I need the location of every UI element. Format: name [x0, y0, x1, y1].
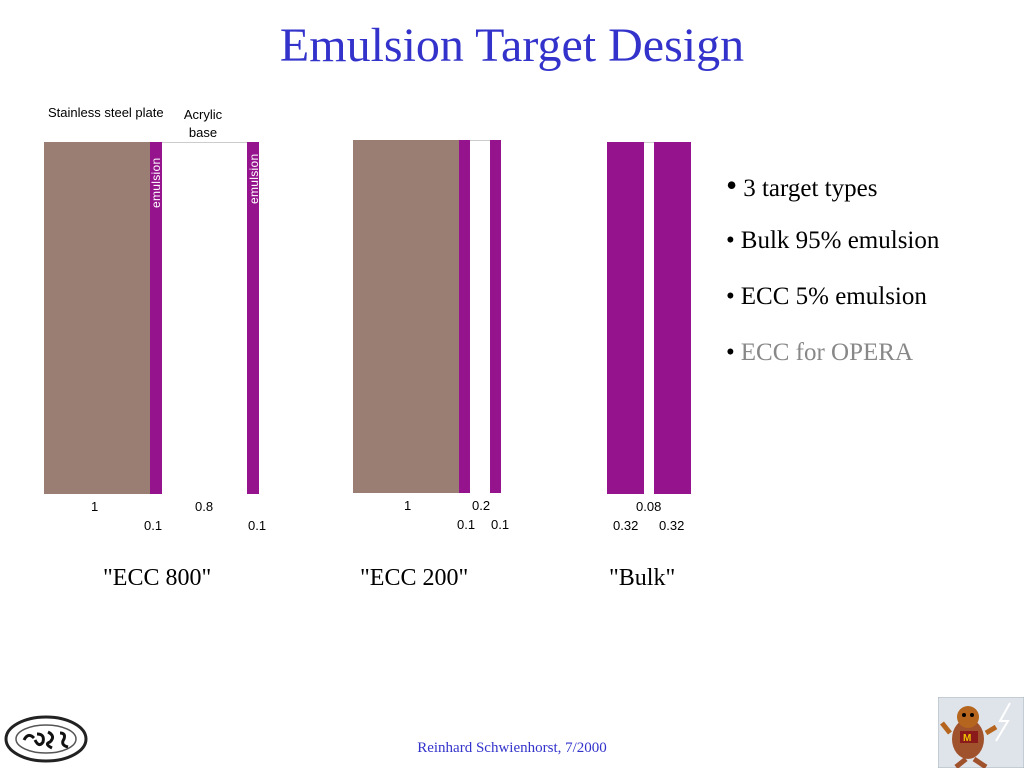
emulsion-label-right: emulsion: [247, 153, 261, 204]
footer-credit: Reinhard Schwienhorst, 7/2000: [417, 740, 607, 756]
ecc200-dim-steel: 1: [404, 498, 412, 513]
slide-title: Emulsion Target Design: [279, 19, 745, 72]
bullet-item: • Bulk 95% emulsion: [726, 227, 940, 254]
ecc200-name: "ECC 200": [360, 565, 469, 591]
bullet-text: ECC 5% emulsion: [740, 283, 927, 310]
ecc800-emulsion-left: [150, 142, 162, 494]
ecc800-emulsion-right: [247, 142, 259, 494]
emulsion-label-left: emulsion: [149, 157, 163, 208]
bulk-dim-gap: 0.08: [636, 499, 662, 514]
ecc800-acrylic-base: [162, 142, 247, 494]
steel-plate-label: Stainless steel plate: [48, 105, 164, 120]
bullet-text: 3 target types: [743, 175, 878, 202]
ecc800-dim-acrylic: 0.8: [195, 499, 214, 514]
ecc800-steel-plate: [44, 142, 150, 494]
bullet-text: ECC for OPERA: [740, 339, 913, 366]
cdf-logo-icon: [4, 714, 88, 769]
bulk-dim-emulsion-left: 0.32: [613, 518, 639, 533]
ecc800-dim-steel: 1: [91, 499, 99, 514]
ecc800-dim-emulsion-left: 0.1: [144, 518, 163, 533]
acrylic-base-label: Acrylic base: [183, 107, 223, 140]
bulk-dim-emulsion-right: 0.32: [659, 518, 685, 533]
bulk-gap: [644, 142, 654, 494]
bullet-item: • ECC 5% emulsion: [726, 283, 927, 310]
ecc200-dim-emulsion-right: 0.1: [491, 517, 510, 532]
ecc200-emulsion-right: [490, 140, 501, 493]
svg-text:M: M: [963, 733, 971, 744]
ecc800-name: "ECC 800": [103, 565, 212, 591]
bulk-emulsion-left: [607, 142, 644, 494]
bulk-emulsion-right: [654, 142, 691, 494]
bullet-list: • 3 target types • Bulk 95% emulsion • ECC …: [726, 166, 939, 390]
bullet-item: • 3 target types: [726, 167, 878, 203]
ecc200-acrylic-base: [470, 140, 490, 493]
ecc200-emulsion-left: [459, 140, 470, 493]
bullet-item: • ECC for OPERA: [726, 339, 913, 366]
gopher-mascot-icon: M: [937, 696, 1024, 770]
ecc200-steel-plate: [353, 140, 459, 493]
ecc800-dim-emulsion-right: 0.1: [248, 518, 267, 533]
bulk-name: "Bulk": [609, 565, 676, 591]
ecc200-dim-emulsion-left: 0.1: [457, 517, 476, 532]
ecc200-dim-acrylic: 0.2: [472, 498, 491, 513]
bullet-text: Bulk 95% emulsion: [740, 227, 940, 254]
